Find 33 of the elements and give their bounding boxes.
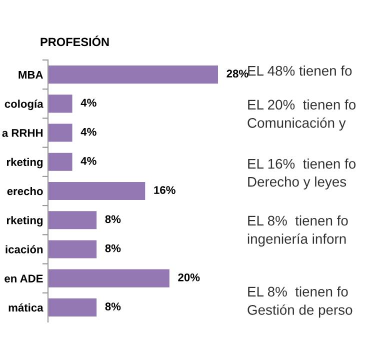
text: EL 16% tienen fo Derecho y leyes — [248, 158, 356, 190]
bar — [48, 66, 218, 84]
y-tick-label: erecho — [7, 186, 43, 196]
bar — [48, 269, 170, 288]
data-label: 8% — [105, 244, 121, 252]
bar — [48, 298, 97, 316]
text: EL 20% tienen fo Comunicación y — [248, 99, 356, 131]
data-label: 8% — [105, 215, 121, 224]
y-tick-label: en ADE — [4, 274, 43, 282]
chart-title: PROFESIÓN — [40, 36, 109, 46]
bar — [48, 124, 72, 142]
y-tick-label: icación — [6, 245, 43, 254]
text: EL 8% tienen fo ingeniería inforn — [248, 215, 348, 247]
data-label: 16% — [154, 186, 176, 194]
bar — [48, 240, 97, 258]
y-tick-label: cología — [4, 100, 44, 110]
bar — [48, 94, 72, 113]
bar — [48, 211, 97, 230]
data-label: 28% — [226, 70, 248, 78]
data-label: 4% — [80, 157, 96, 165]
bar — [48, 182, 146, 200]
y-tick-label: rketing — [6, 158, 43, 168]
text: EL 8% tienen fo Gestión de perso — [248, 286, 352, 318]
data-label: 8% — [105, 302, 121, 310]
bar — [48, 152, 72, 171]
y-tick-label: mática — [8, 303, 44, 312]
text: EL 48% tienen fo — [248, 66, 352, 76]
data-label: 20% — [178, 273, 200, 282]
data-label: 4% — [80, 128, 96, 136]
data-label: 4% — [80, 98, 96, 107]
y-tick-label: MBA — [18, 70, 43, 79]
y-tick-label: rketing — [6, 216, 43, 226]
y-tick-label: a RRHH — [2, 129, 43, 137]
